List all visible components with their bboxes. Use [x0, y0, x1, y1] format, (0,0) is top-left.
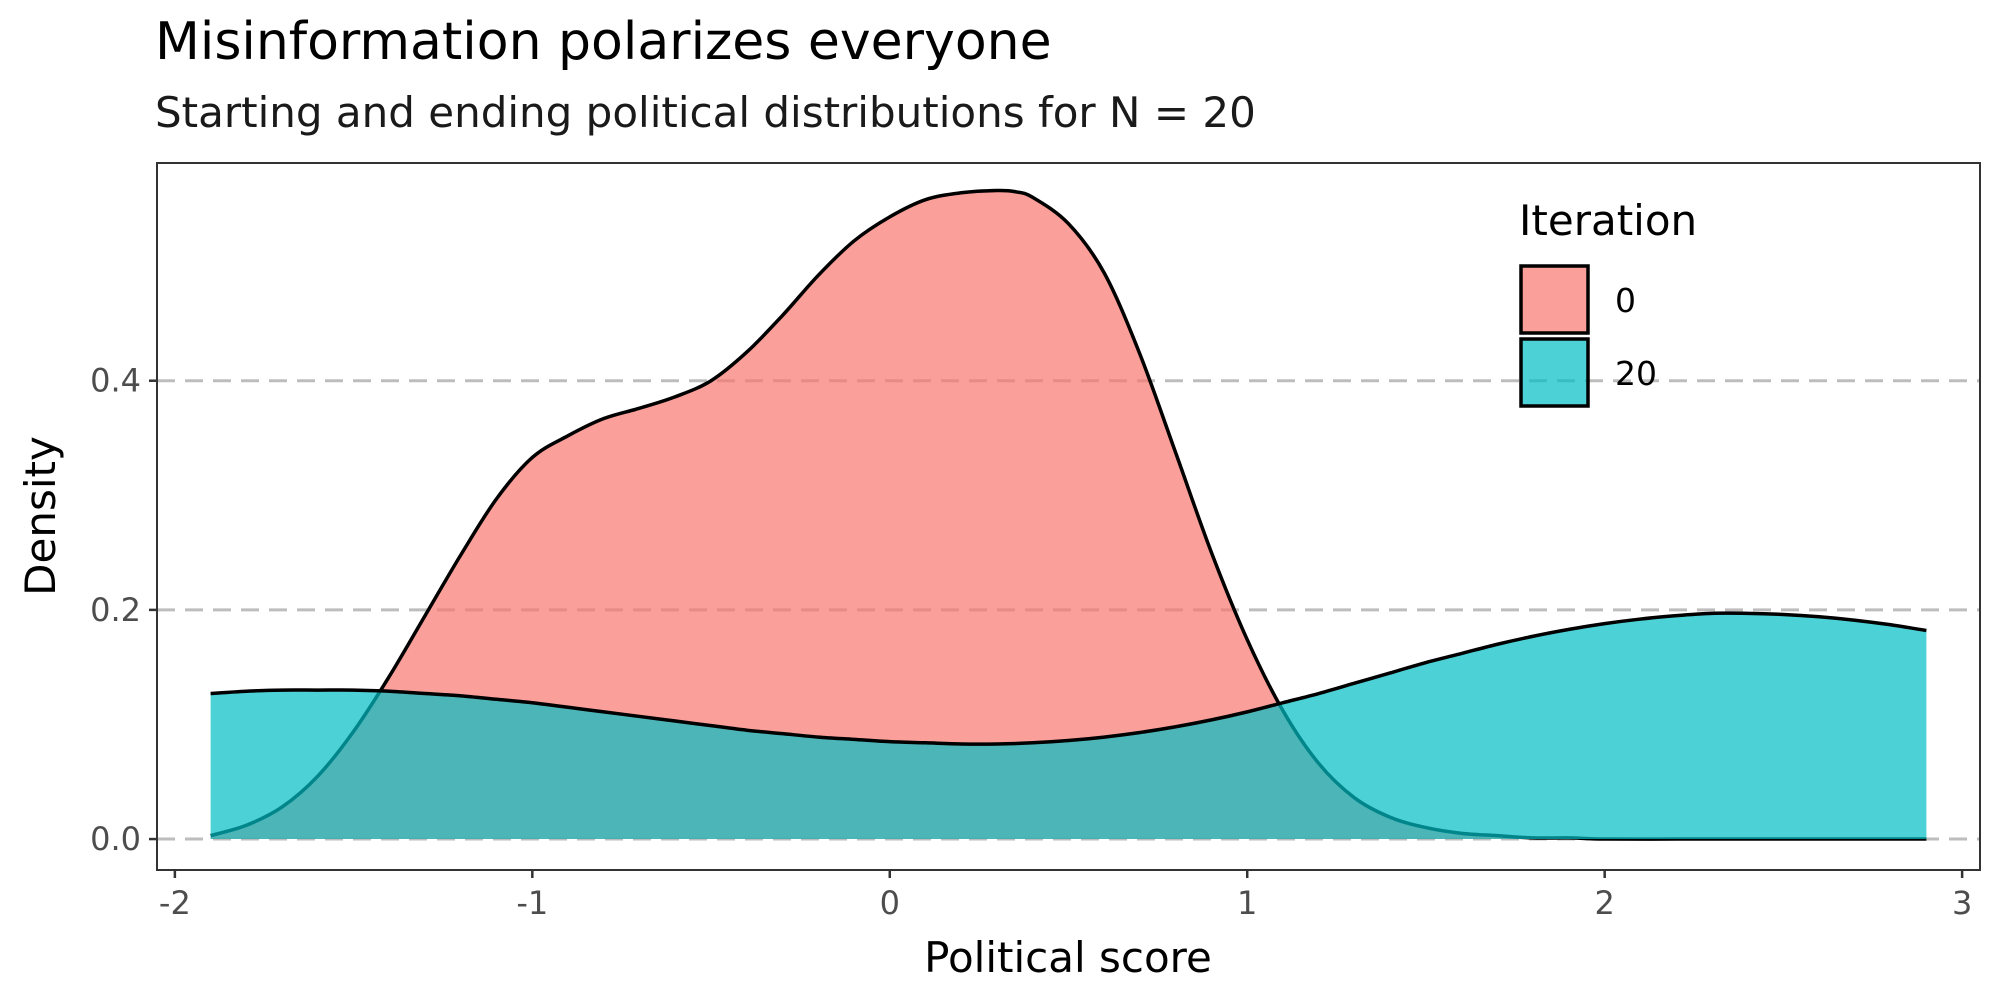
x-tick-label: 0 [880, 884, 900, 922]
y-tick-label: 0.0 [90, 820, 141, 858]
plot-panel-border [156, 162, 1981, 871]
legend-label-20: 20 [1615, 354, 1657, 393]
legend-title: Iteration [1519, 196, 1697, 245]
x-tick-label: 3 [1952, 884, 1972, 922]
legend: Iteration 0 20 [1519, 196, 1697, 408]
density-areas [210, 188, 1927, 841]
y-tick-label: 0.2 [90, 591, 141, 629]
y-tick-label: 0.4 [90, 362, 141, 400]
x-axis-title: Political score [924, 933, 1212, 982]
x-tick-label: 2 [1594, 884, 1614, 922]
chart-subtitle: Starting and ending political distributi… [155, 88, 1256, 137]
x-tick-label: 1 [1237, 884, 1257, 922]
density-area-20 [210, 613, 1927, 840]
density-curve-20 [210, 611, 1927, 746]
x-tick-label: -1 [516, 884, 548, 922]
chart-title: Misinformation polarizes everyone [155, 12, 1052, 72]
x-tick-label: -2 [159, 884, 191, 922]
legend-key-20 [1519, 337, 1590, 408]
density-area-0 [210, 190, 1927, 840]
y-axis-title: Density [16, 436, 65, 596]
y-axis: 0.0 0.2 0.4 [90, 362, 157, 858]
legend-key-0 [1519, 264, 1590, 335]
x-axis: -2 -1 0 1 2 3 [159, 870, 1972, 922]
legend-label-0: 0 [1615, 281, 1636, 320]
